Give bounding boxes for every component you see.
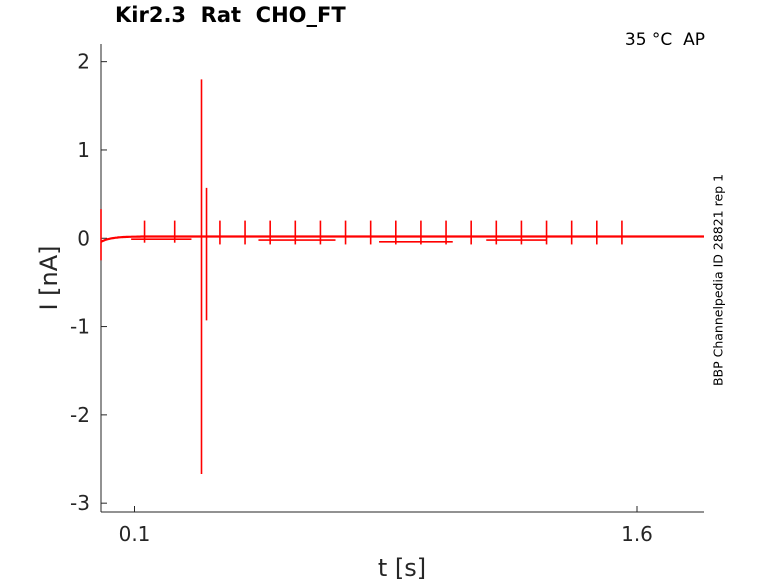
y-tick-label: -2 bbox=[70, 403, 90, 427]
y-tick-label: 0 bbox=[77, 226, 90, 250]
y-axis-title: I [nA] bbox=[35, 245, 63, 310]
x-ticks: 0.1 1.6 bbox=[119, 506, 653, 546]
y-tick-label: 2 bbox=[77, 50, 90, 74]
x-tick-label: 1.6 bbox=[621, 522, 653, 546]
y-ticks: 2 1 0 -1 -2 -3 bbox=[70, 50, 107, 515]
axes-frame bbox=[100, 44, 704, 513]
x-axis-title: t [s] bbox=[378, 554, 426, 582]
x-tick-label: 0.1 bbox=[119, 522, 151, 546]
y-tick-label: -1 bbox=[70, 315, 90, 339]
chart-title: Kir2.3 Rat CHO_FT bbox=[115, 3, 346, 27]
y-tick-label: 1 bbox=[77, 138, 90, 162]
y-tick-label: -3 bbox=[70, 491, 90, 515]
traces bbox=[100, 79, 704, 475]
conditions-label: 35 °C AP bbox=[624, 30, 705, 50]
